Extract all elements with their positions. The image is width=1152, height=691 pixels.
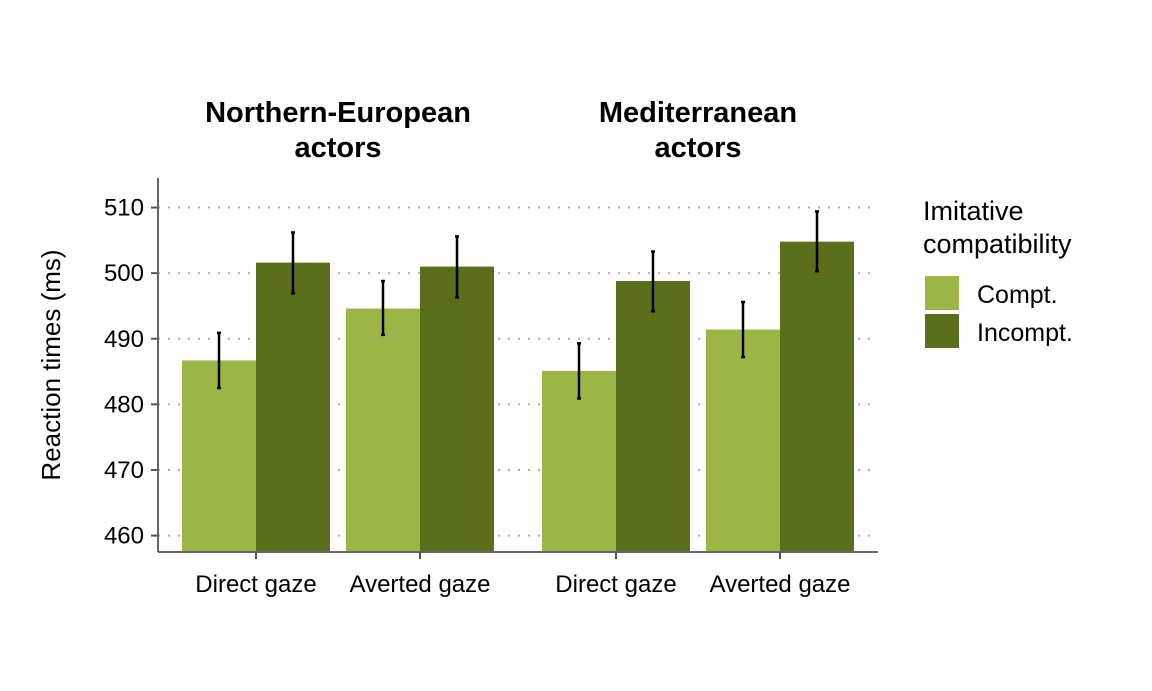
facet-title: Mediterranean actors xyxy=(599,97,797,164)
facet-title-line: actors xyxy=(654,132,741,164)
x-tick-label: Averted gaze xyxy=(710,571,851,598)
legend-title-line: compatibility xyxy=(923,229,1072,259)
x-tick-label: Direct gaze xyxy=(195,571,316,598)
legend: Imitative compatibility Compt. Incompt. xyxy=(923,196,1073,348)
y-tick-label: 500 xyxy=(104,260,144,287)
y-tick-label: 490 xyxy=(104,326,144,353)
bar-compt-averted-gaze xyxy=(346,308,420,552)
legend-title-line: Imitative xyxy=(923,196,1024,226)
legend-label: Incompt. xyxy=(977,319,1073,347)
y-axis-title: Reaction times (ms) xyxy=(36,249,66,480)
bar-compt-direct-gaze xyxy=(542,370,616,552)
bar-incompt-direct-gaze xyxy=(256,262,330,552)
bars xyxy=(182,210,854,552)
facet-title-line: actors xyxy=(294,132,381,164)
facet-title-line: Mediterranean xyxy=(599,97,797,129)
axes: 460 470 480 490 500 510 Direct gaze Averted gaz… xyxy=(104,178,878,598)
legend-swatch-incompt xyxy=(925,314,959,348)
y-tick-label: 470 xyxy=(104,457,144,484)
legend-swatch-compt xyxy=(925,276,959,310)
bar-compt-averted-gaze xyxy=(706,329,780,552)
y-tick-label: 460 xyxy=(104,523,144,550)
facet-title: Northern-European actors xyxy=(205,97,471,164)
bar-incompt-direct-gaze xyxy=(616,281,690,552)
y-tick-label: 480 xyxy=(104,391,144,418)
legend-label: Compt. xyxy=(977,281,1058,309)
legend-title: Imitative compatibility xyxy=(923,196,1072,259)
bar-incompt-averted-gaze xyxy=(420,266,494,552)
facet-title-line: Northern-European xyxy=(205,97,471,129)
x-tick-label: Averted gaze xyxy=(350,571,491,598)
y-tick-label: 510 xyxy=(104,195,144,222)
bar-incompt-averted-gaze xyxy=(780,241,854,552)
bar-compt-direct-gaze xyxy=(182,360,256,552)
x-tick-label: Direct gaze xyxy=(555,571,676,598)
